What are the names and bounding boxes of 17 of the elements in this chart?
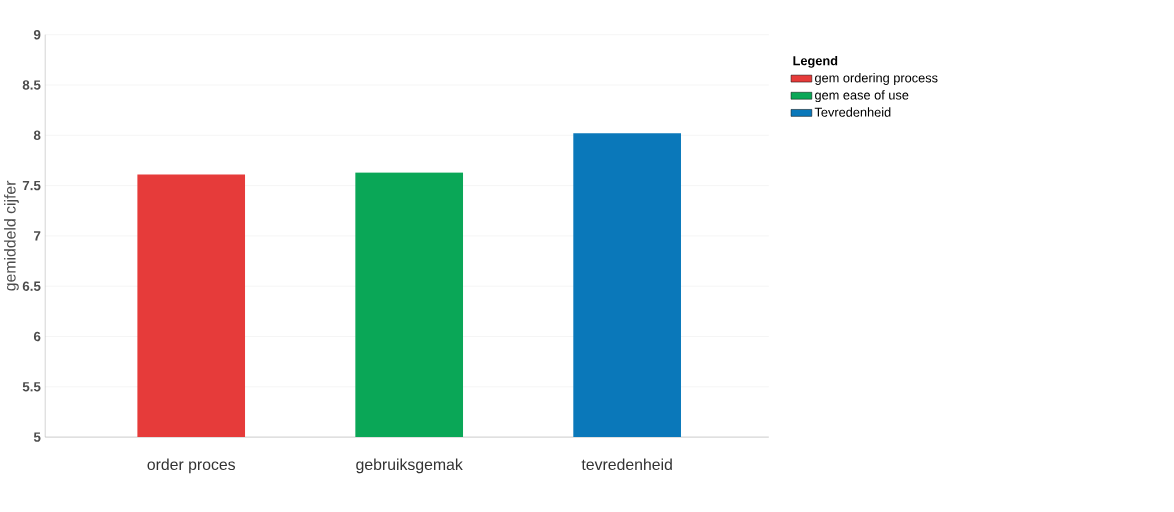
y-tick-label: 6.5 (22, 281, 41, 291)
y-tick-label: 7.5 (22, 180, 41, 191)
legend-label: gem ease of use (815, 90, 909, 103)
x-tick-label: order proces (147, 458, 236, 474)
y-tick-label: 5.5 (22, 382, 41, 392)
y-axis-title: gemiddeld cijfer (4, 180, 19, 291)
y-tick-label: 8 (33, 130, 41, 141)
x-tick-label: gebruiksgemak (356, 458, 463, 474)
y-tick-label: 6 (33, 331, 41, 342)
y-tick-label: 8.5 (22, 80, 41, 90)
y-tick-label: 5 (33, 432, 41, 442)
legend-label: Tevredenheid (814, 107, 891, 117)
y-tick-label: 7 (34, 231, 41, 241)
x-tick-label: tevredenheid (581, 458, 672, 471)
legend-title: Legend (793, 55, 838, 68)
y-tick-label: 9 (33, 29, 41, 40)
legend-label: gem ordering process (815, 73, 938, 85)
